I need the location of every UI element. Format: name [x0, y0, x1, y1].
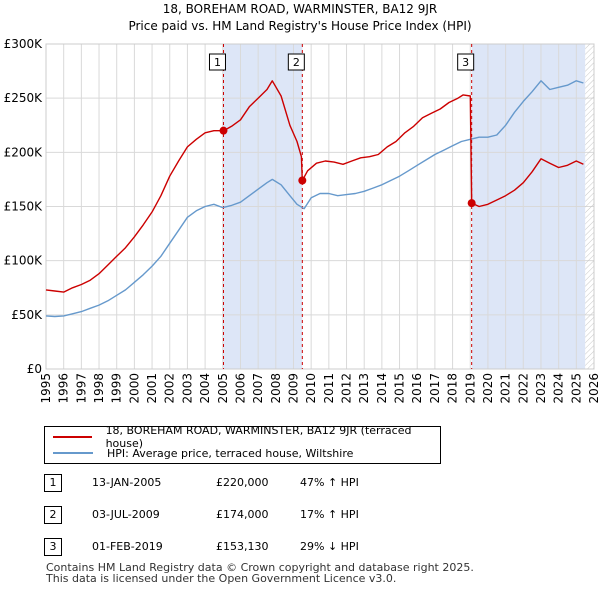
marker-label: 1 — [214, 56, 221, 69]
x-tick-label: 2025 — [569, 373, 583, 404]
x-tick-label: 1999 — [110, 373, 124, 404]
x-tick-label: 2022 — [516, 373, 530, 404]
transaction-hpi-change: 17% ↑ HPI — [300, 508, 359, 521]
y-tick-label: £0 — [27, 362, 42, 376]
transaction-price: £153,130 — [216, 540, 269, 553]
transaction-number: 1 — [44, 474, 62, 492]
transaction-price: £220,000 — [216, 476, 269, 489]
legend-item-hpi: HPI: Average price, terraced house, Wilt… — [53, 445, 353, 461]
transaction-hpi-change: 47% ↑ HPI — [300, 476, 359, 489]
table-row: 1 13-JAN-2005 £220,000 47% ↑ HPI — [44, 474, 444, 492]
marker-label: 3 — [462, 56, 469, 69]
y-tick-label: £200K — [4, 145, 44, 159]
y-tick-label: £250K — [4, 91, 44, 105]
x-tick-label: 1995 — [39, 373, 53, 404]
table-row: 2 03-JUL-2009 £174,000 17% ↑ HPI — [44, 506, 444, 524]
transaction-price: £174,000 — [216, 508, 269, 521]
footer-line2: This data is licensed under the Open Gov… — [46, 572, 397, 585]
x-tick-label: 2014 — [375, 373, 389, 404]
x-tick-label: 2012 — [340, 373, 354, 404]
legend-property-line — [53, 436, 92, 438]
x-tick-label: 2024 — [552, 373, 566, 404]
x-tick-label: 2004 — [198, 373, 212, 404]
x-tick-label: 2007 — [251, 373, 265, 404]
x-tick-label: 2008 — [269, 373, 283, 404]
x-tick-label: 2013 — [357, 373, 371, 404]
legend-hpi-label: HPI: Average price, terraced house, Wilt… — [107, 446, 354, 460]
x-tick-label: 1997 — [74, 373, 88, 404]
future-hatch — [585, 44, 594, 369]
y-tick-label: £100K — [4, 254, 44, 268]
sale-point — [467, 199, 476, 208]
x-tick-label: 2026 — [587, 373, 600, 404]
x-tick-label: 2017 — [428, 373, 442, 404]
price-chart: 18, BOREHAM ROAD, WARMINSTER, BA12 9JR P… — [4, 2, 600, 404]
sale-point — [298, 176, 307, 185]
y-tick-label: £50K — [11, 308, 43, 322]
x-tick-label: 2009 — [286, 373, 300, 404]
y-tick-label: £150K — [4, 200, 44, 214]
chart-title-line1: 18, BOREHAM ROAD, WARMINSTER, BA12 9JR — [163, 2, 438, 16]
transaction-date: 13-JAN-2005 — [92, 476, 162, 489]
table-row: 3 01-FEB-2019 £153,130 29% ↓ HPI — [44, 538, 444, 556]
x-tick-label: 2020 — [481, 373, 495, 404]
x-tick-label: 2005 — [216, 373, 230, 404]
x-tick-label: 2002 — [163, 373, 177, 404]
x-tick-label: 2016 — [410, 373, 424, 404]
legend-hpi-line — [53, 452, 93, 454]
transaction-date: 01-FEB-2019 — [92, 540, 163, 553]
x-tick-label: 1996 — [57, 373, 71, 404]
transaction-date: 03-JUL-2009 — [92, 508, 160, 521]
x-tick-label: 2000 — [127, 373, 141, 404]
x-tick-label: 1998 — [92, 373, 106, 404]
chart-title-line2: Price paid vs. HM Land Registry's House … — [128, 19, 471, 33]
x-tick-label: 2006 — [233, 373, 247, 404]
transaction-number: 2 — [44, 506, 62, 524]
footer: Contains HM Land Registry data © Crown c… — [46, 562, 474, 584]
sale-point — [219, 126, 228, 135]
marker-label-box — [208, 53, 226, 71]
legend-property-label: 18, BOREHAM ROAD, WARMINSTER, BA12 9JR (… — [105, 424, 412, 450]
x-tick-label: 2023 — [534, 373, 548, 404]
x-tick-label: 2001 — [145, 373, 159, 404]
marker-label: 2 — [293, 56, 300, 69]
x-tick-label: 2011 — [322, 373, 336, 404]
y-tick-label: £300K — [4, 37, 44, 51]
x-tick-label: 2015 — [393, 373, 407, 404]
legend: 18, BOREHAM ROAD, WARMINSTER, BA12 9JR (… — [44, 424, 441, 464]
property-price-line — [45, 80, 584, 293]
hpi-line — [45, 80, 584, 318]
x-tick-label: 2019 — [463, 373, 477, 404]
transaction-number: 3 — [44, 538, 62, 556]
transaction-hpi-change: 29% ↓ HPI — [300, 540, 359, 553]
marker-label-box — [287, 53, 305, 71]
x-tick-label: 2003 — [180, 373, 194, 404]
x-tick-label: 2021 — [499, 373, 513, 404]
legend-item-property: 18, BOREHAM ROAD, WARMINSTER, BA12 9JR (… — [53, 424, 440, 450]
x-tick-label: 2010 — [304, 373, 318, 404]
x-tick-label: 2018 — [446, 373, 460, 404]
footer-line1: Contains HM Land Registry data © Crown c… — [46, 561, 474, 574]
marker-label-box — [457, 53, 475, 71]
